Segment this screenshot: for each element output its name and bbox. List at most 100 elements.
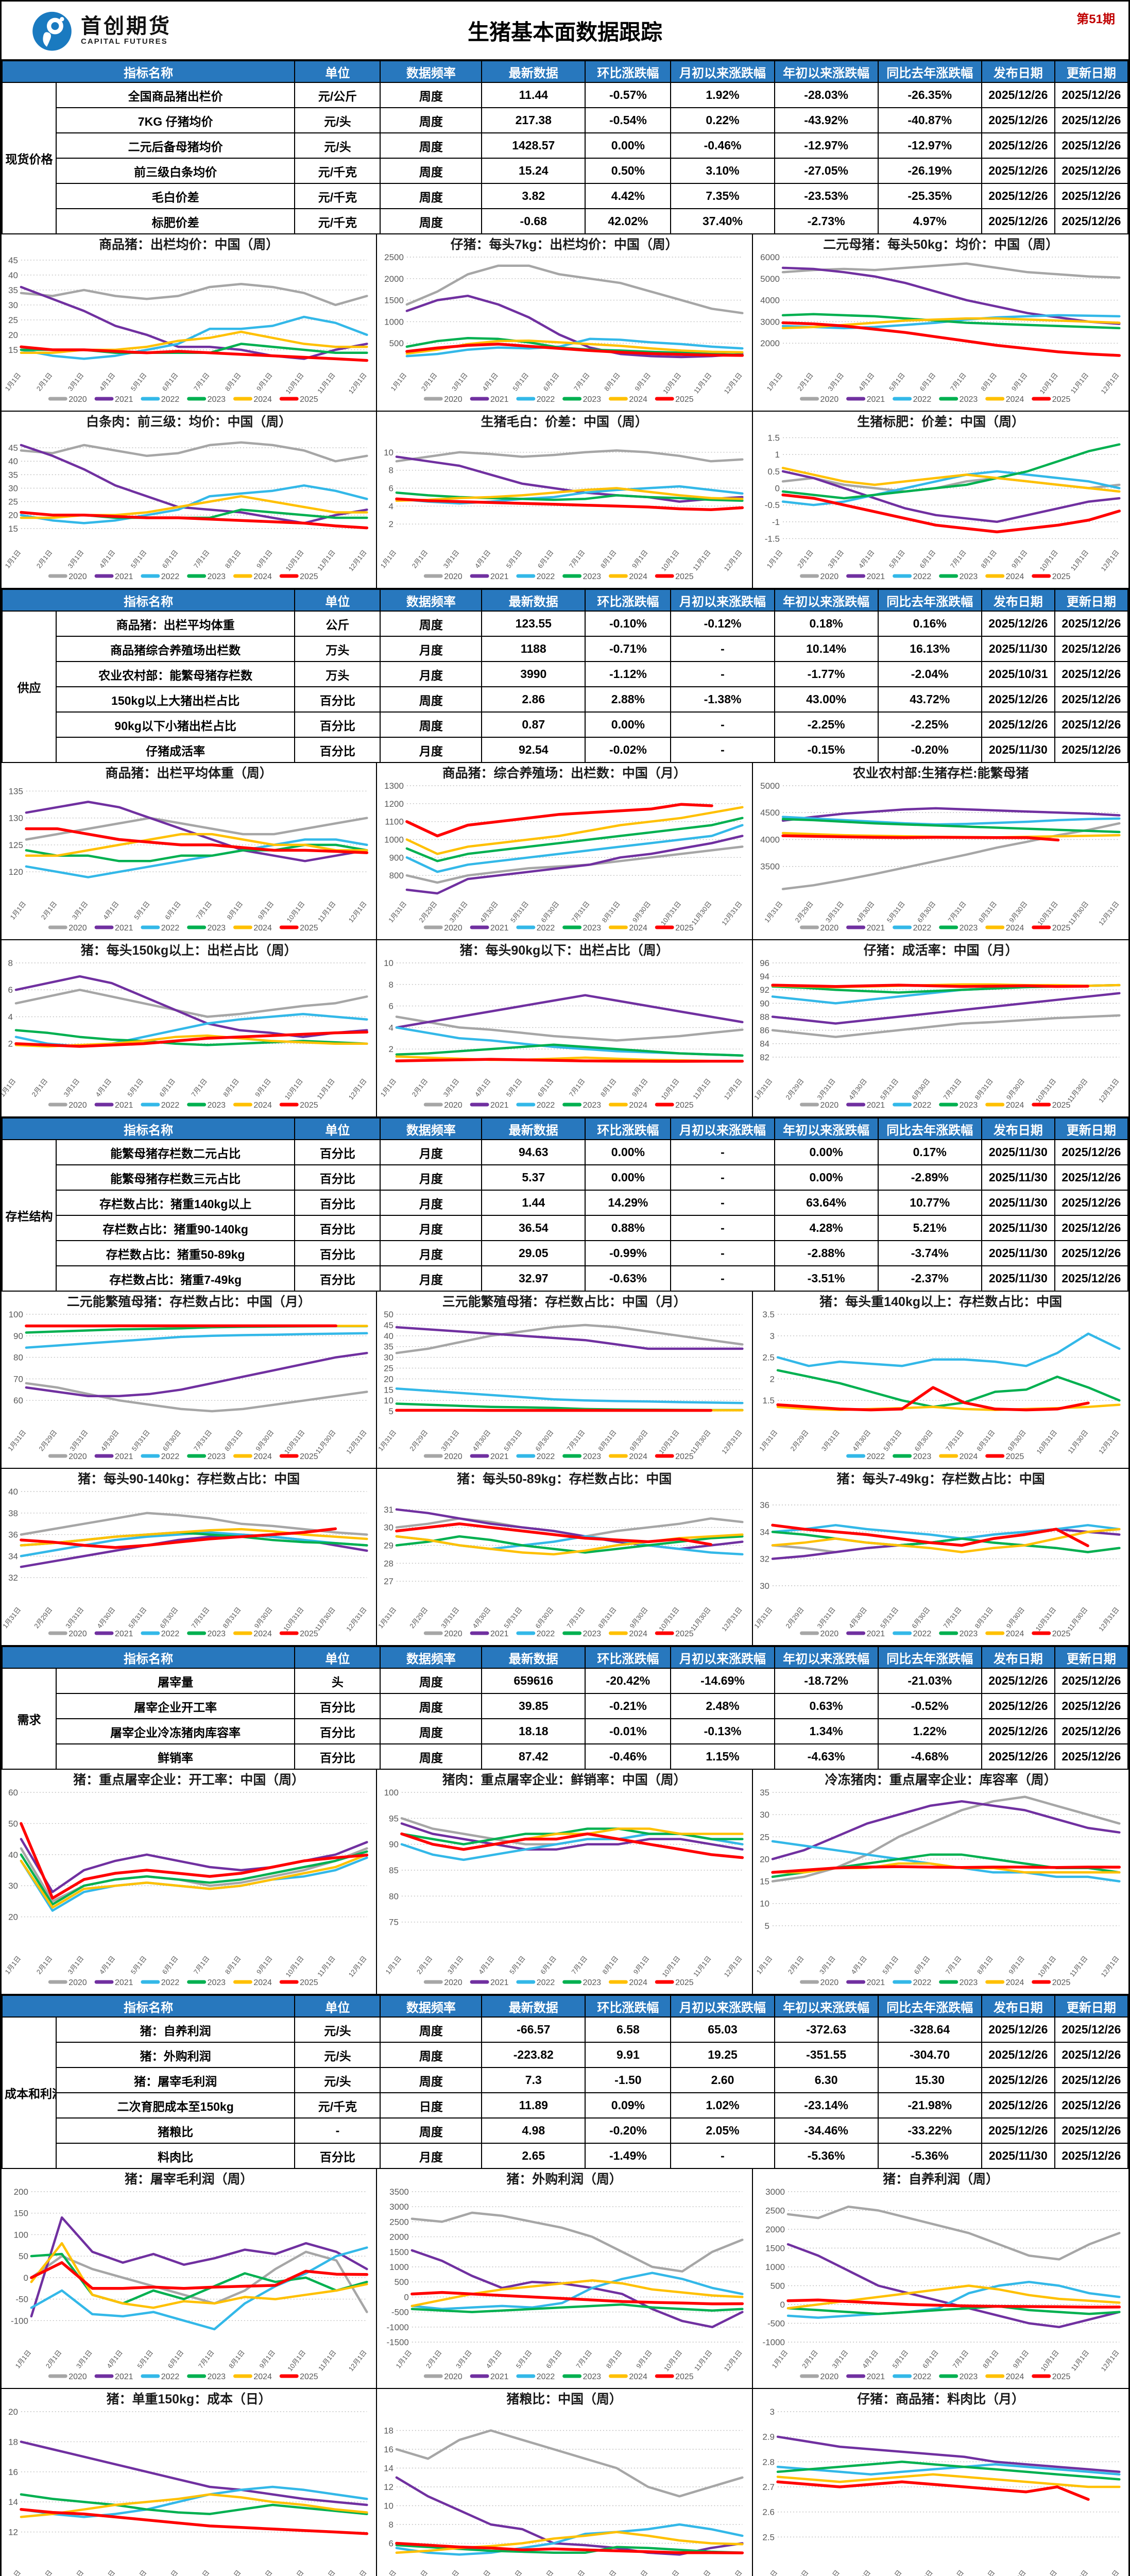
x-tick-label: 1月1日 <box>755 1955 774 1976</box>
x-tick-label: 10月31日 <box>283 1429 306 1455</box>
x-tick-label: 10月31日 <box>657 1429 681 1455</box>
y-tick-label: 3000 <box>760 317 780 327</box>
pct-change: -1.50 <box>585 2067 672 2093</box>
x-tick-label: 11月1日 <box>692 1077 712 1101</box>
legend-label: 2022 <box>537 2372 555 2381</box>
x-tick-label: 10月1日 <box>660 549 681 573</box>
y-tick-label: 5 <box>764 1921 769 1931</box>
series-2025 <box>786 2298 1121 2309</box>
y-tick-label: 35 <box>8 470 18 480</box>
y-tick-label: 32 <box>8 1573 18 1583</box>
x-tick-label: 7月1日 <box>190 1077 209 1098</box>
series-2020 <box>781 822 1121 890</box>
x-tick-label: 1月1日 <box>765 549 784 570</box>
x-tick-label: 9月1日 <box>630 2569 649 2576</box>
pct-change: -18.72% <box>774 1668 879 1694</box>
chart-cell: 商品猪：出栏均价：中国（周） 15 20 25 30 35 40 45 1月1日 2月1日 3月1日… <box>2 234 378 412</box>
pct-change: 37.40% <box>670 208 775 234</box>
indicator-name: 屠宰量 <box>55 1668 296 1694</box>
x-tick-label: 5月31日 <box>879 1606 900 1630</box>
x-tick-label: 5月1日 <box>505 1077 524 1098</box>
y-tick-label: 12 <box>8 2528 18 2537</box>
unit: 元/头 <box>294 2016 381 2043</box>
x-tick-label: 8月1日 <box>975 1955 995 1976</box>
series-2023 <box>771 1531 1121 1553</box>
pct-change: 0.00% <box>585 1164 672 1191</box>
latest-value: 0.87 <box>481 711 586 738</box>
x-tick-label: 11月30日 <box>314 1429 337 1455</box>
chart: 生猪毛白：价差：中国（周） 2 4 6 8 10 1月1日 2月1日 3月1日 4月1日 5月1日 6… <box>379 414 744 581</box>
update-date: 2025/12/26 <box>1054 2042 1128 2068</box>
chart: 仔猪：成活率：中国（月） 82 84 86 88 90 92 94 96 1月31日 2月29日 3月… <box>752 943 1121 1110</box>
pct-change: -0.12% <box>670 611 775 637</box>
x-tick-label: 10月1日 <box>284 2569 305 2576</box>
x-tick-label: 6月30日 <box>161 1429 182 1453</box>
y-tick-label: 500 <box>395 2277 409 2287</box>
x-tick-label: 6月30日 <box>540 900 561 924</box>
column-header: 月初以来涨跌幅 <box>670 60 775 83</box>
x-tick-label: 6月1日 <box>163 900 182 921</box>
column-header: 年初以来涨跌幅 <box>774 1646 879 1669</box>
latest-value: 217.38 <box>481 107 586 133</box>
x-tick-label: 6月1日 <box>542 371 561 393</box>
y-tick-label: 35 <box>384 1342 393 1352</box>
column-header: 发布日期 <box>981 1117 1055 1140</box>
pct-change: -12.97% <box>877 132 982 159</box>
x-tick-label: 2月1日 <box>410 549 430 570</box>
legend-label: 2024 <box>629 1101 648 1110</box>
pct-change: -2.88% <box>774 1240 879 1266</box>
indicator-name: 商品猪综合养殖场出栏数 <box>55 636 296 662</box>
column-header: 同比去年涨跌幅 <box>877 1995 982 2018</box>
series-2020 <box>395 2429 744 2498</box>
legend-label: 2023 <box>208 395 226 404</box>
series-2022 <box>781 470 1121 506</box>
series-2020 <box>395 1015 744 1042</box>
frequency: 周度 <box>380 132 483 159</box>
y-tick-label: 2000 <box>760 338 780 348</box>
y-tick-label: 0 <box>404 2292 409 2302</box>
x-tick-label: 4月30日 <box>471 1429 492 1453</box>
y-tick-label: 8 <box>8 958 13 968</box>
chart: 猪：屠宰毛利润（周） -100 -50 0 50 100 150 200 1月1日 2月1日 3月1… <box>11 2172 369 2381</box>
chart: 猪粮比：中国（周） 6 8 10 12 14 16 18 1月1日 2月1日 3月1日 4月1日 5月1… <box>379 2392 744 2576</box>
pct-change: -1.12% <box>585 661 672 687</box>
chart-grid: 猪：屠宰毛利润（周） -100 -50 0 50 100 150 200 1月1日 2月1日 3月1… <box>2 2169 1128 2576</box>
frequency: 周度 <box>380 2117 483 2144</box>
pct-change: -4.63% <box>774 1743 879 1770</box>
pct-change: 0.09% <box>585 2092 672 2119</box>
table-row: 猪：屠宰毛利润 元/头 周度 7.3 -1.50 2.60 6.30 15.30 2025/12… <box>2 2067 1128 2093</box>
y-tick-label: 15 <box>384 1385 393 1395</box>
pct-change: 1.15% <box>670 1743 775 1770</box>
chart-title: 三元能繁殖母猪：存栏数占比：中国（月） <box>442 1294 687 1309</box>
x-tick-label: 9月1日 <box>635 2349 654 2370</box>
pct-change: -34.46% <box>774 2117 879 2144</box>
unit: 百分比 <box>294 711 381 738</box>
legend-label: 2021 <box>490 1452 509 1461</box>
series-2025 <box>20 1527 337 1549</box>
latest-value: 1428.57 <box>481 132 586 159</box>
y-tick-label: 8 <box>389 980 393 990</box>
series-2021 <box>771 992 1121 1025</box>
x-tick-label: 10月31日 <box>659 900 683 927</box>
x-tick-label: 3月31日 <box>819 1429 841 1453</box>
y-tick-label: 96 <box>760 958 769 968</box>
x-tick-label: 12月31日 <box>1097 1606 1121 1633</box>
publish-date: 2025/12/26 <box>981 611 1055 637</box>
pct-change: 0.63% <box>774 1693 879 1719</box>
pct-change: 63.64% <box>774 1190 879 1216</box>
y-tick-label: 8 <box>389 466 393 476</box>
pct-change: -304.70 <box>877 2042 982 2068</box>
chart: 商品猪：综合养殖场：出栏数：中国（月） 800 900 1000 1100 1200 130… <box>385 766 744 933</box>
legend-label: 2021 <box>866 572 885 581</box>
indicator-name: 标肥价差 <box>55 208 296 234</box>
x-tick-label: 4月1日 <box>105 2349 124 2370</box>
series-2025 <box>14 1030 369 1048</box>
frequency: 周度 <box>380 611 483 637</box>
chart-cell: 猪：每头90-140kg：存栏数占比：中国 32 34 36 38 40 1月31日 2月29… <box>2 1469 378 1646</box>
indicator-table: 指标名称 单位 数据频率 最新数据 环比涨跌幅 月初以来涨跌幅 年初以来涨跌幅 同比去年涨跌幅… <box>2 60 1128 234</box>
table-row: 存栏数占比：猪重50-89kg 百分比 月度 29.05 -0.99% - -2.88% -3… <box>2 1240 1128 1266</box>
y-tick-label: 3 <box>769 2407 774 2417</box>
chart: 猪：每头重140kg以上：存栏数占比：中国 1.5 2 2.5 3 3.5 1月31日 2月2… <box>758 1294 1120 1461</box>
pct-change: 2.60 <box>670 2067 775 2093</box>
